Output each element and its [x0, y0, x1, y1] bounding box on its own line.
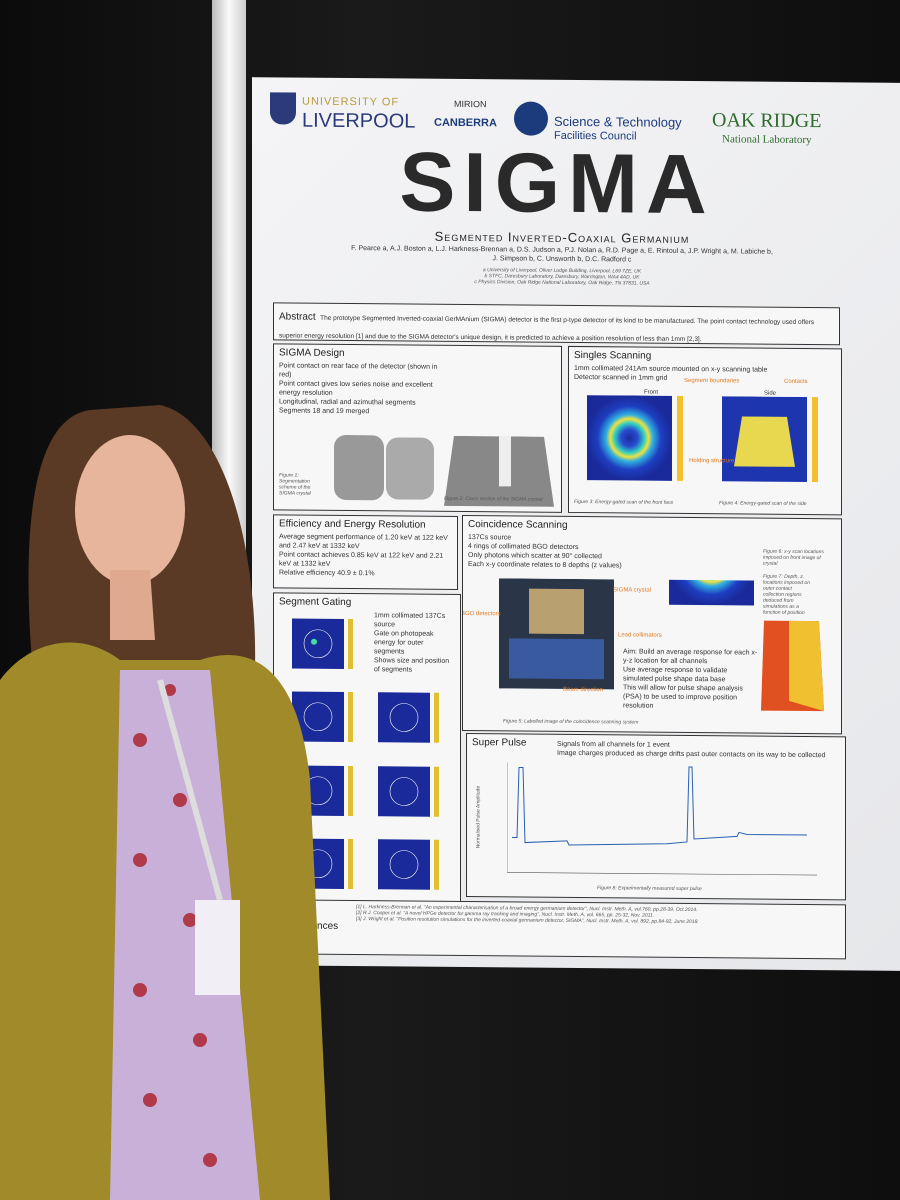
reference-list: [1] L. Harkness-Brennan et al. "An exper… [356, 904, 840, 926]
liverpool-crest [270, 92, 296, 125]
text-line: This will allow for pulse shape analysis… [623, 684, 743, 710]
figure-caption: Figure 6: x-y scan locations imposed on … [763, 548, 824, 567]
figure-caption: Figure 4: Energy-gated scan of the side [719, 500, 807, 508]
section-panel: Super Pulse Signals from all channels for… [466, 733, 846, 901]
section-panel: SIGMA Design Point contact on rear face o… [273, 343, 562, 513]
heading: Abstract [279, 311, 316, 323]
name-badge [195, 900, 240, 995]
figure-label: Side [764, 390, 777, 397]
section-text: 137Cs source 4 rings of collimated BGO de… [468, 533, 648, 571]
text-line: Use average response to validate simulat… [623, 666, 728, 684]
logo-text: UNIVERSITY OF [302, 95, 400, 109]
figure-label: Segment boundaries [684, 377, 740, 385]
aim-text: Aim: Build an average response for each … [623, 647, 758, 711]
figure-caption: Figure 5: Labelled image of the coincide… [503, 718, 639, 726]
figure-caption: Figure 8: Experimentally measured super … [597, 885, 702, 893]
figure-label: Beam direction [563, 686, 604, 694]
logo-text: CANBERRA [434, 116, 497, 130]
gating-maps [292, 618, 439, 890]
poster-title: SIGMA [399, 134, 715, 232]
abstract-panel: Abstract The prototype Segmented Inverte… [273, 302, 840, 346]
figure-label: SIGMA crystal [613, 587, 652, 594]
section-heading: Singles Scanning [574, 349, 652, 362]
references-panel: References [1] L. Harkness-Brennan et al… [280, 899, 846, 960]
text-line: Point contact on rear face of the detect… [279, 362, 438, 379]
figure-label: BGO detectors [462, 610, 501, 618]
text-line: Each x-y coordinate relates to 8 depths … [468, 561, 622, 570]
coincidence-figure [499, 578, 824, 712]
logo-text: Science & Technology [554, 113, 682, 130]
figure-caption: Figure 3: Energy-gated scan of the front… [574, 498, 674, 506]
section-text: Signals from all channels for 1 event Ima… [557, 740, 825, 760]
authors: F. Pearce a, A.J. Boston a, L.J. Harknes… [282, 243, 842, 266]
section-panel: Singles Scanning 1mm collimated 241Am sou… [568, 345, 842, 516]
abstract-text: The prototype Segmented Inverted-coaxial… [279, 314, 815, 344]
logo-text: MIRION [454, 98, 487, 110]
figure-caption: Figure 2: Cross section of the SIGMA cry… [444, 495, 543, 503]
figure-label: Contacts [784, 378, 808, 386]
design-figure [334, 434, 554, 507]
stfc-logo [514, 101, 548, 136]
axis-label: Normalised Pulse Amplitude [475, 785, 482, 849]
figure-label: Front [644, 389, 659, 396]
logo-text: OAK RIDGE [712, 109, 822, 133]
affiliations: a University of Liverpool, Oliver Lodge … [282, 265, 842, 288]
section-heading: Coincidence Scanning [468, 519, 568, 531]
section-panel: Segment Gating 1mm collimated 137Cs sourc… [273, 592, 461, 917]
text-line: Image charges produced as charge drifts … [557, 749, 826, 760]
super-pulse-plot [507, 762, 817, 876]
section-panel: Coincidence Scanning 137Cs source 4 rings … [462, 515, 842, 735]
figure-label: Holding structure [689, 457, 735, 465]
section-heading: SIGMA Design [279, 347, 345, 359]
scan-figure [587, 395, 818, 483]
person [0, 405, 330, 1200]
text-line: Aim: Build an average response for each … [623, 648, 758, 666]
logo-text: LIVERPOOL [302, 109, 416, 133]
figure-label: Lead collimators [618, 632, 662, 639]
poster: UNIVERSITY OF LIVERPOOL MIRION CANBERRA … [252, 77, 900, 971]
figure-caption: Figure 7: Depth, z, locations imposed on… [763, 573, 810, 616]
